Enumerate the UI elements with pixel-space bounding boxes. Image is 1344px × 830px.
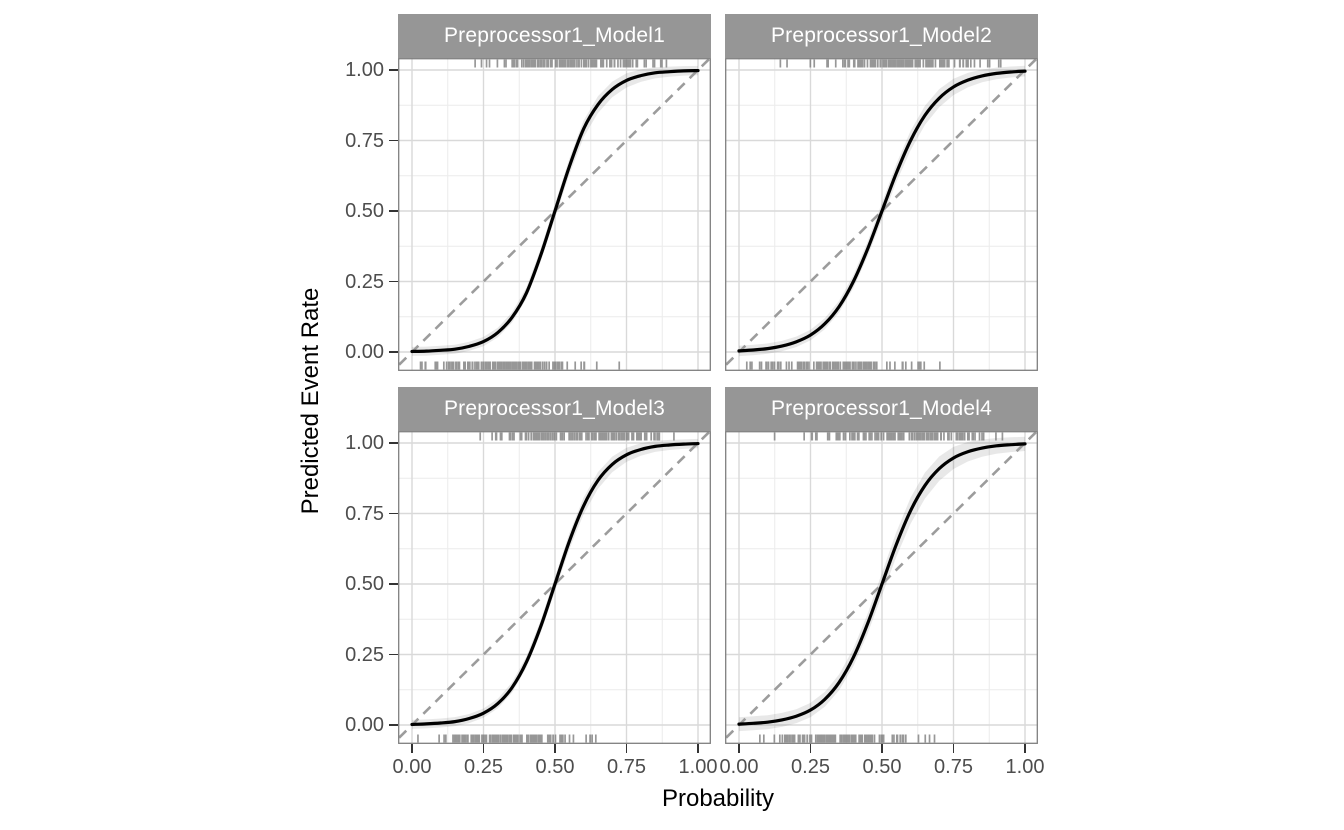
- x-axis-tick-mark: [625, 744, 628, 753]
- facet-4: Preprocessor1_Model4: [725, 387, 1038, 744]
- reference-diagonal-line: [725, 58, 1038, 366]
- x-axis-tick-label: 0.00: [392, 756, 432, 778]
- reference-diagonal-line: [398, 58, 711, 366]
- x-axis-title: Probability: [661, 785, 775, 812]
- facet-strip-label: Preprocessor1_Model2: [770, 24, 993, 47]
- calibration-curve: [737, 442, 1027, 726]
- y-axis-tick-mark: [389, 210, 398, 212]
- calibration-curve: [410, 68, 700, 354]
- x-axis-tick-label: 0.25: [791, 756, 830, 778]
- x-axis-tick-label: 0.50: [535, 756, 575, 778]
- facet-strip-label: Preprocessor1_Model3: [443, 397, 666, 420]
- y-axis-title: Predicted Event Rate: [297, 287, 324, 515]
- y-axis-tick-label: 1.00: [345, 432, 384, 454]
- x-axis-tick-mark: [482, 744, 485, 753]
- reference-diagonal-line: [398, 431, 711, 739]
- x-axis-tick-label: 0.50: [862, 756, 902, 778]
- y-axis-tick-label: 0.75: [345, 502, 384, 525]
- rug-marks-bottom: [419, 361, 621, 370]
- x-axis-tick-mark: [554, 744, 556, 753]
- y-axis-tick-label: 0.75: [345, 129, 384, 152]
- rug-marks-top: [773, 432, 1004, 441]
- facet-plot-area: [398, 58, 711, 371]
- facet-strip: Preprocessor1_Model2: [725, 14, 1038, 58]
- x-axis-tick-label: 0.25: [464, 756, 503, 778]
- y-axis-tick-mark: [389, 280, 398, 283]
- y-axis-tick-label: 0.00: [345, 714, 384, 736]
- reference-diagonal-line: [725, 431, 1038, 739]
- y-axis-tick-mark: [389, 512, 398, 515]
- panel-border: [398, 431, 711, 744]
- calibration-curve: [737, 69, 1027, 353]
- x-axis-tick-mark: [809, 744, 812, 753]
- x-axis-tick-label: 0.75: [607, 756, 646, 778]
- panel-border: [398, 58, 711, 371]
- rug-marks-top: [479, 432, 675, 441]
- y-axis-tick-label: 0.00: [345, 341, 384, 363]
- x-axis-tick-mark: [881, 744, 883, 753]
- x-axis-tick-label: 0.00: [719, 756, 759, 778]
- y-axis-tick-label: 0.50: [345, 573, 384, 595]
- x-axis-tick-label: 0.75: [934, 756, 973, 778]
- y-axis-tick-mark: [389, 653, 398, 656]
- y-axis-tick-label: 0.50: [345, 200, 384, 222]
- x-axis-tick-mark: [697, 744, 699, 753]
- y-axis-tick-mark: [389, 583, 398, 585]
- panel-border: [725, 431, 1038, 744]
- y-axis-tick-label: 0.25: [345, 643, 384, 666]
- rug-marks-top: [779, 59, 1002, 68]
- x-axis-tick-mark: [411, 744, 413, 753]
- y-axis-tick-mark: [389, 69, 398, 71]
- x-axis-tick-mark: [738, 744, 740, 753]
- y-axis-tick-mark: [389, 724, 398, 726]
- rug-marks-bottom: [745, 361, 941, 370]
- rug-marks-bottom: [759, 734, 936, 743]
- facet-2: Preprocessor1_Model2: [725, 14, 1038, 371]
- y-axis-tick-label: 1.00: [345, 59, 384, 81]
- facet-strip: Preprocessor1_Model4: [725, 387, 1038, 431]
- x-axis-tick-mark: [1024, 744, 1026, 753]
- y-axis-tick-mark: [389, 351, 398, 353]
- facet-strip: Preprocessor1_Model3: [398, 387, 711, 431]
- facet-plot-area: [725, 431, 1038, 744]
- x-axis-tick-mark: [952, 744, 955, 753]
- facet-3: Preprocessor1_Model3: [398, 387, 711, 744]
- x-axis-tick-label: 1.00: [1005, 756, 1045, 778]
- facet-strip-label: Preprocessor1_Model4: [770, 397, 993, 420]
- y-axis-tick-mark: [389, 139, 398, 142]
- rug-marks-bottom: [417, 734, 597, 743]
- calibration-curve: [410, 441, 700, 727]
- panel-border: [725, 58, 1038, 371]
- facet-strip: Preprocessor1_Model1: [398, 14, 711, 58]
- facet-strip-label: Preprocessor1_Model1: [443, 24, 666, 47]
- facet-plot-area: [398, 431, 711, 744]
- rug-marks-top: [474, 59, 668, 68]
- facet-1: Preprocessor1_Model1: [398, 14, 711, 371]
- facet-plot-area: [725, 58, 1038, 371]
- y-axis-tick-label: 0.25: [345, 270, 384, 293]
- x-axis-tick-label: 1.00: [678, 756, 718, 778]
- y-axis-tick-mark: [389, 442, 398, 444]
